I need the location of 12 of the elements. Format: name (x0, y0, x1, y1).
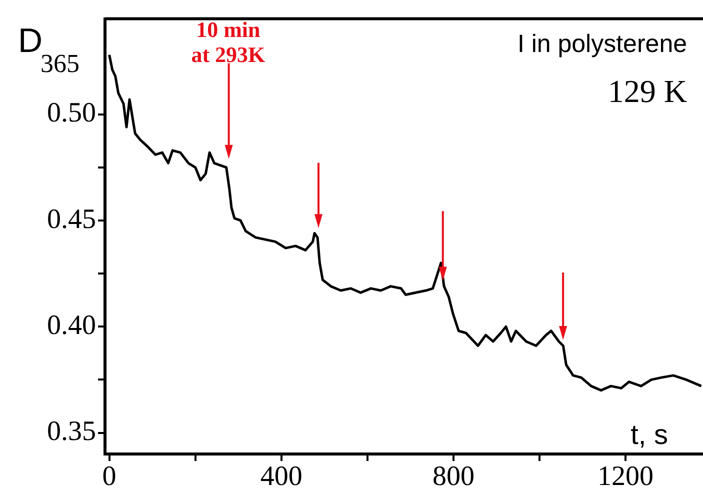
x-axis-title: t, s (630, 419, 668, 450)
annotation: I in polysterene (517, 30, 687, 58)
x-tick-label: 1200 (598, 461, 654, 492)
y-tick-label: 0.45 (47, 204, 96, 235)
y-tick-label: 0.35 (47, 416, 96, 448)
annotation: 129 K (608, 73, 687, 109)
x-tick-label: 0 (102, 461, 116, 492)
x-tick-label: 400 (260, 461, 302, 492)
y-tick-label: 0.50 (47, 98, 96, 129)
annotation: 10 min at 293K (191, 17, 266, 67)
x-tick-label: 800 (432, 461, 474, 492)
y-tick-label: 0.40 (47, 310, 96, 341)
